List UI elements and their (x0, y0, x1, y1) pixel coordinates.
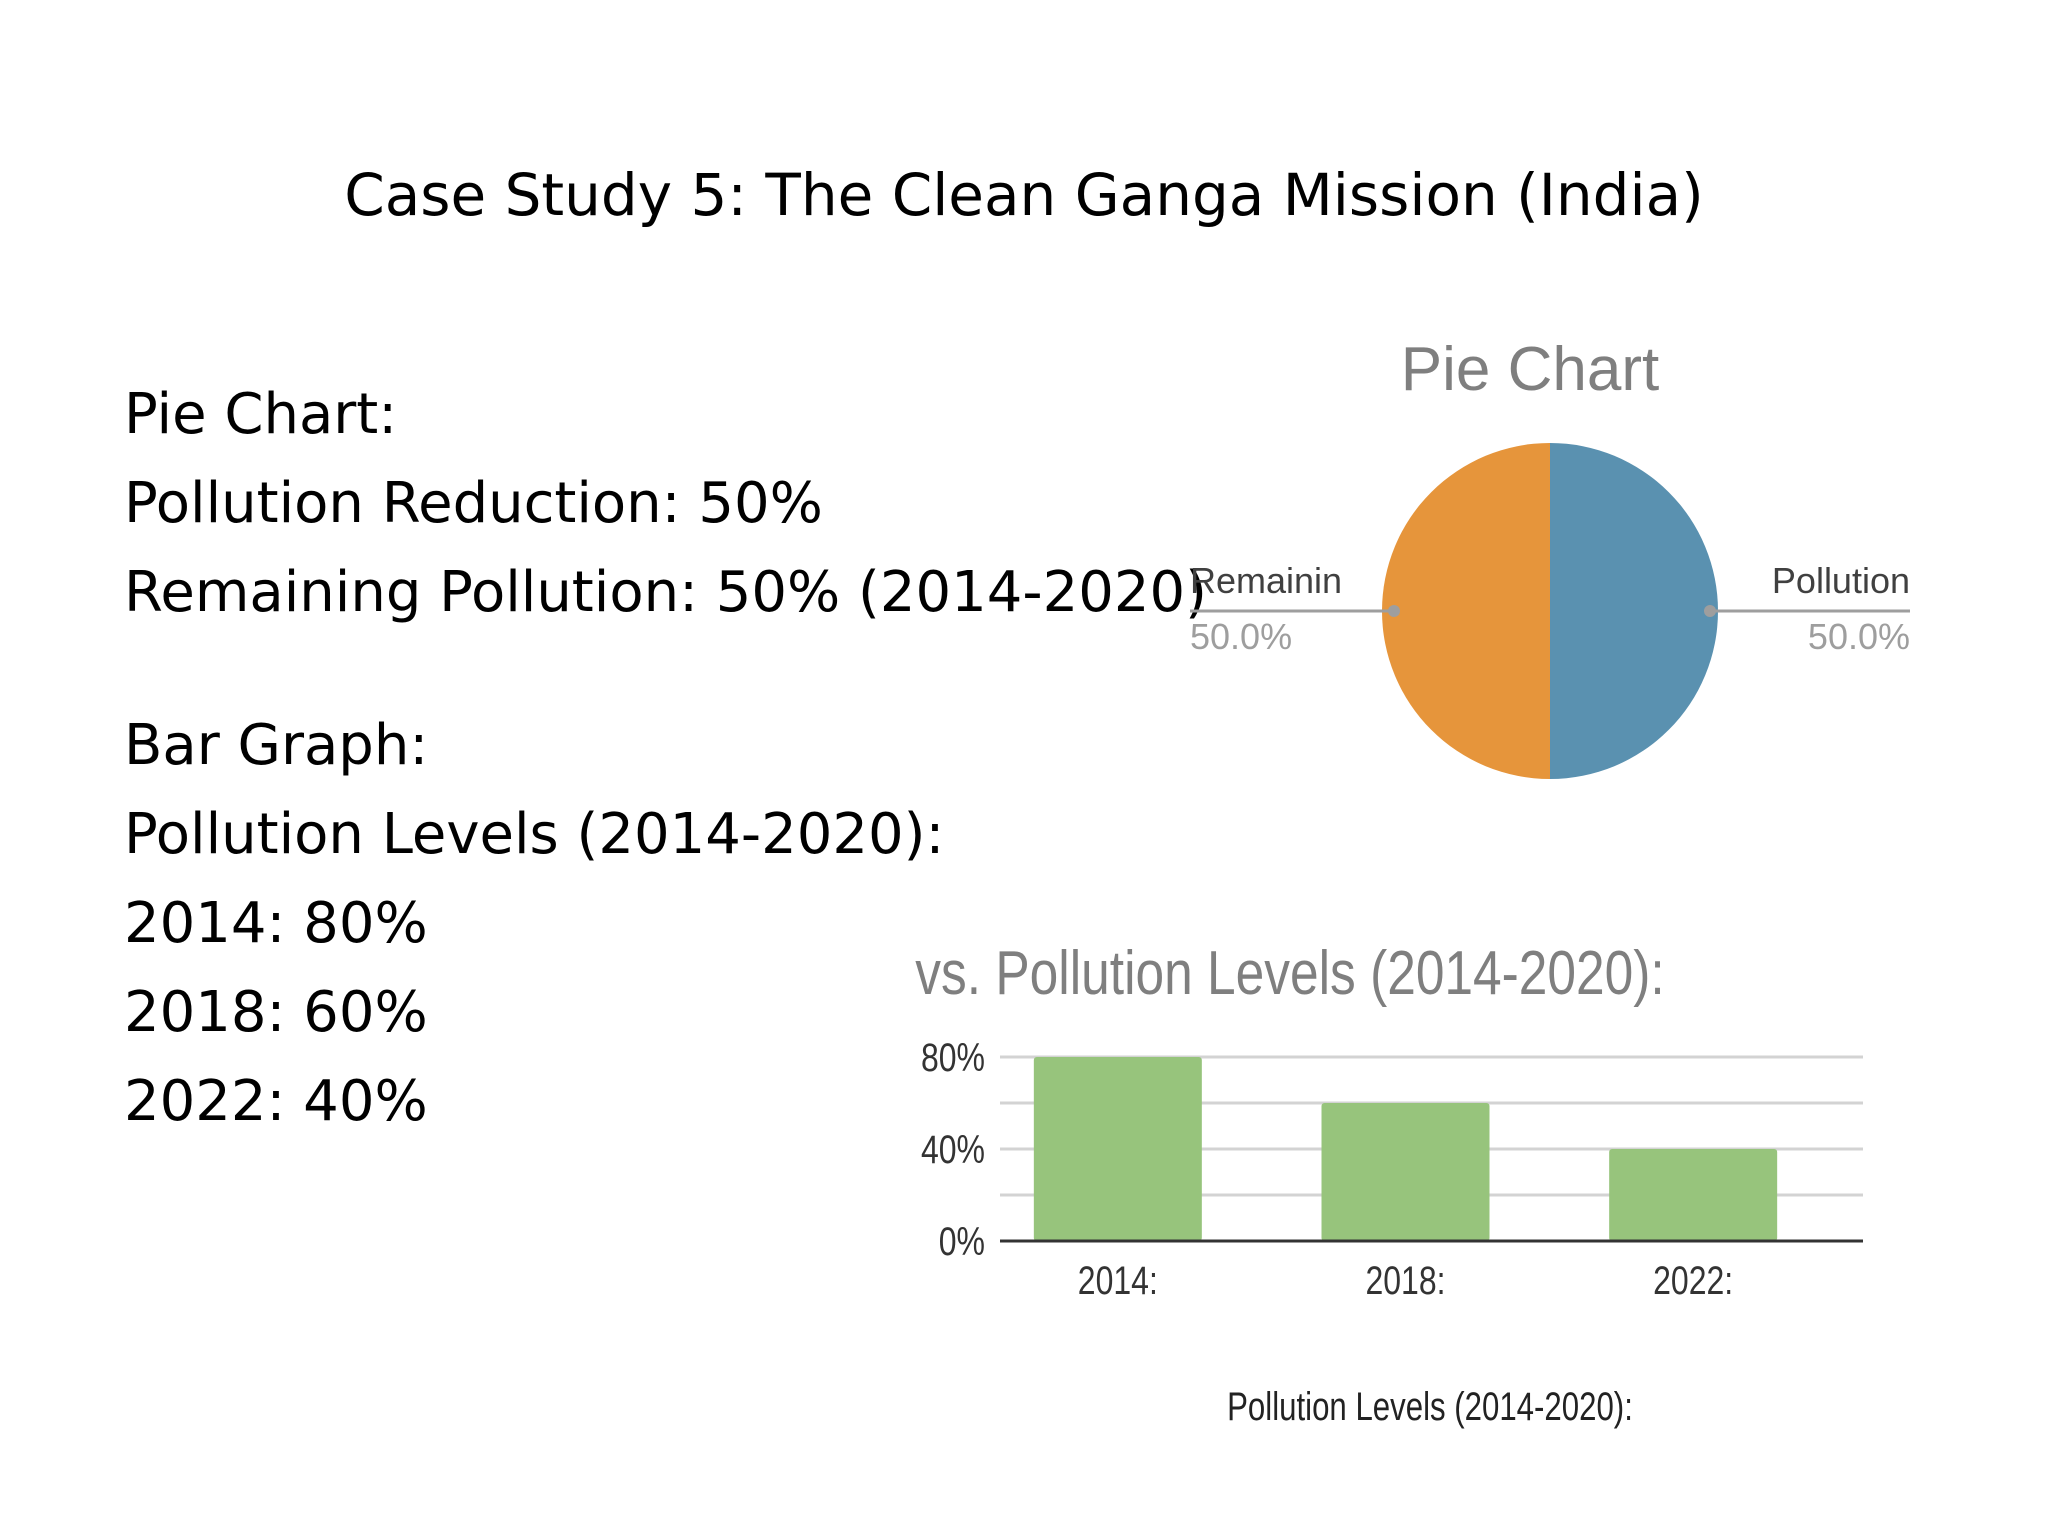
bar-y-axis-ticks: 0% 40% 80% (921, 1035, 985, 1264)
bar-y-tick-0: 0% (939, 1219, 985, 1264)
bar-item-2014: 2014: 80% (124, 891, 428, 956)
pie-value-remainin: 50.0% (1190, 616, 1292, 657)
bar-x-tick-2014: 2014: (1078, 1258, 1158, 1303)
pie-line-remaining: Remaining Pollution: 50% (2014-2020) (124, 560, 1207, 625)
pie-value-pollution: 50.0% (1808, 616, 1910, 657)
bar-chart-title: vs. Pollution Levels (2014-2020): (915, 939, 1664, 1009)
bar-item-2018: 2018: 60% (124, 980, 428, 1045)
slide-title: Case Study 5: The Clean Ganga Mission (I… (344, 161, 1704, 229)
pie-label-pollution: Pollution (1772, 560, 1910, 601)
bar-x-tick-2018: 2018: (1365, 1258, 1445, 1303)
bar-item-2022: 2022: 40% (124, 1069, 428, 1134)
pie-leader-right-dot (1704, 605, 1716, 617)
bar-chart: 0% 40% 80% 2014: 2018: 2022: vs. Pollution L… (915, 939, 1863, 1429)
bar-x-tick-2022: 2022: (1653, 1258, 1733, 1303)
pie-heading: Pie Chart: (124, 382, 398, 447)
bar-2022 (1609, 1149, 1778, 1241)
bar-2014 (1033, 1057, 1202, 1241)
bar-y-tick-40: 40% (921, 1127, 985, 1172)
body-text: Pie Chart: Pollution Reduction: 50% Rema… (124, 370, 1207, 1146)
bar-line-levels: Pollution Levels (2014-2020): (124, 802, 945, 867)
bar-series (1033, 1057, 1778, 1241)
pie-chart: Pie Chart Remainin 50.0% Pollution 50.0% (1190, 340, 1910, 779)
paragraph-spacer (124, 637, 1164, 701)
pie-slice-remainin (1382, 443, 1550, 779)
pie-label-remainin: Remainin (1190, 560, 1342, 601)
bar-x-axis-title: Pollution Levels (2014-2020): (1227, 1384, 1633, 1429)
pie-chart-title: Pie Chart (1401, 340, 1659, 404)
bar-2018 (1321, 1103, 1490, 1241)
pie-leader-left-dot (1388, 605, 1400, 617)
bar-y-tick-80: 80% (921, 1035, 985, 1080)
pie-slice-pollution (1550, 443, 1718, 779)
bar-x-axis-ticks: 2014: 2018: 2022: (1078, 1258, 1733, 1303)
bar-heading: Bar Graph: (124, 713, 429, 778)
pie-line-reduction: Pollution Reduction: 50% (124, 471, 823, 536)
